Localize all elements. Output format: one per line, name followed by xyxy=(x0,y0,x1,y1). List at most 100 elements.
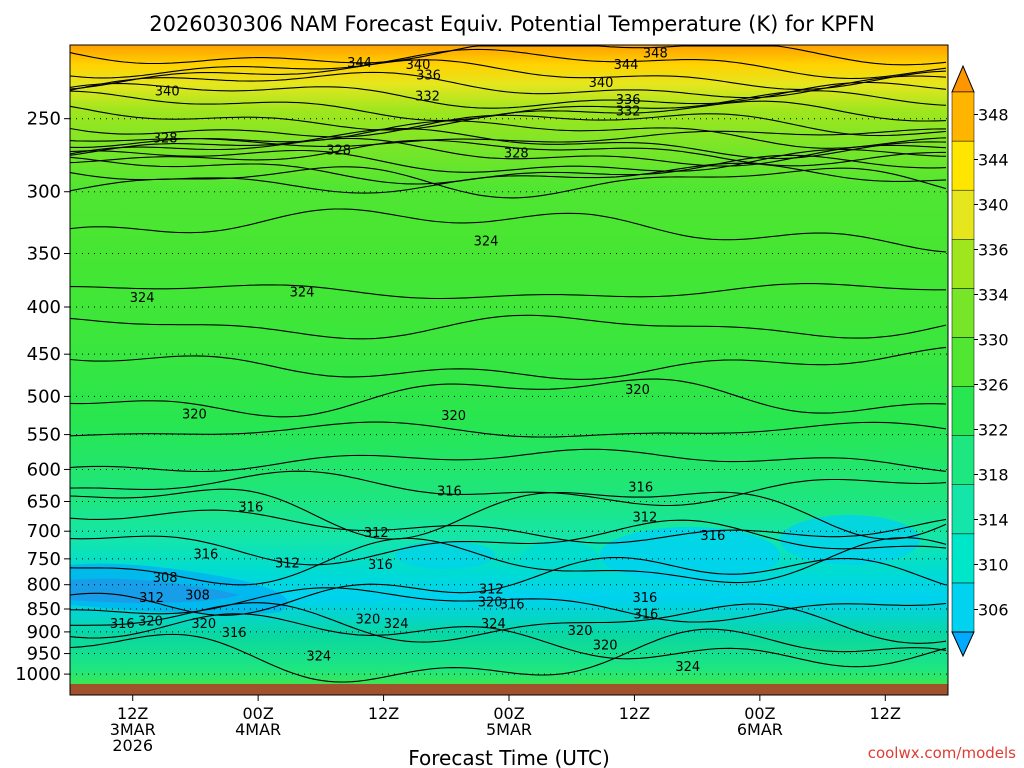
contour-label: 320 xyxy=(191,617,216,632)
contour-label: 328 xyxy=(326,144,351,159)
y-tick-label: 750 xyxy=(27,549,61,570)
colorbar-swatch xyxy=(951,533,975,584)
contour-label: 340 xyxy=(155,84,180,99)
contour-label: 320 xyxy=(593,639,618,654)
contour-label: 320 xyxy=(478,595,503,610)
y-tick-label: 600 xyxy=(27,459,61,480)
contour-line xyxy=(70,283,946,300)
contour-label: 324 xyxy=(130,291,155,306)
contour-label: 320 xyxy=(138,615,163,630)
contour-line xyxy=(69,166,947,199)
x-axis-label: Forecast Time (UTC) xyxy=(408,746,610,768)
contour-line xyxy=(69,208,947,253)
contour-line xyxy=(69,488,947,540)
colorbar-label: 318 xyxy=(978,466,1009,485)
y-tick-label: 400 xyxy=(27,297,61,318)
contour-line xyxy=(69,613,947,668)
contour-label: 344 xyxy=(347,56,372,71)
x-tick-label: 12Z xyxy=(619,704,650,723)
contour-line xyxy=(69,628,947,683)
colorbar: 306 310 314 318 322 326 330 334 336 340 344 348 xyxy=(951,64,1009,658)
colorbar-label: 330 xyxy=(978,331,1009,350)
colorbar-swatch xyxy=(951,91,975,142)
contour-line xyxy=(69,128,946,148)
colorbar-swatch xyxy=(951,140,975,191)
y-tick-label: 900 xyxy=(27,622,61,643)
contour-label: 324 xyxy=(306,650,331,665)
x-tick-label: 4MAR xyxy=(235,720,281,739)
colorbar-swatch xyxy=(951,288,975,338)
contour-line xyxy=(69,48,947,80)
contour-line xyxy=(69,120,947,149)
contour-label: 312 xyxy=(139,591,164,606)
y-tick-label: 800 xyxy=(27,575,61,596)
contour-label: 316 xyxy=(700,529,725,544)
contour-label: 312 xyxy=(632,511,657,526)
contour-line xyxy=(69,100,947,131)
contour-line xyxy=(69,421,947,438)
colorbar-bottom-arrow xyxy=(951,631,975,658)
contour-label: 308 xyxy=(153,571,178,586)
x-tick-label: 3MAR xyxy=(110,720,156,739)
x-tick-label: 00Z xyxy=(744,704,775,723)
x-tick-label: 6MAR xyxy=(737,720,783,739)
contour-label: 316 xyxy=(368,558,393,573)
contour-label: 316 xyxy=(628,480,653,495)
contour-label: 340 xyxy=(589,76,614,91)
contour-label: 340 xyxy=(406,58,431,73)
contour-label: 312 xyxy=(364,526,389,541)
y-tick-label: 300 xyxy=(27,182,61,203)
y-tick-label: 700 xyxy=(27,521,61,542)
x-tick-label: 12Z xyxy=(368,704,399,723)
contour-label: 332 xyxy=(415,90,440,105)
contour-line xyxy=(69,314,947,340)
contour-line xyxy=(69,139,946,167)
colorbar-swatch xyxy=(951,435,975,485)
colorbar-label: 348 xyxy=(978,106,1009,125)
colorbar-top-arrow xyxy=(951,64,975,93)
colorbar-swatch xyxy=(951,239,975,289)
contour-line xyxy=(69,162,947,194)
contour-label: 324 xyxy=(481,617,506,632)
colorbar-label: 336 xyxy=(978,241,1009,260)
contour-label: 344 xyxy=(614,58,639,73)
colorbar-label: 310 xyxy=(978,556,1009,575)
y-tick-label: 850 xyxy=(27,599,61,620)
contour-label: 316 xyxy=(632,591,657,606)
contour-line xyxy=(69,470,947,507)
contour-label: 316 xyxy=(500,597,525,612)
x-tick-label: 00Z xyxy=(493,704,524,723)
y-tick-label: 950 xyxy=(27,644,61,665)
contour-label: 312 xyxy=(479,583,504,598)
colorbar-label: 306 xyxy=(978,601,1009,620)
colorbar-swatch xyxy=(951,337,975,387)
cold-pocket-east xyxy=(600,527,780,583)
contour-label: 316 xyxy=(110,617,135,632)
contour-label: 324 xyxy=(290,286,315,301)
contour-line xyxy=(69,378,947,418)
colorbar-label: 326 xyxy=(978,376,1009,395)
colorbar-label: 340 xyxy=(978,196,1009,215)
y-tick-label: 550 xyxy=(27,425,61,446)
contour-line xyxy=(69,154,947,185)
cold-pocket-mid xyxy=(520,540,600,580)
y-tick-label: 450 xyxy=(27,344,61,365)
x-tick-label: 2026 xyxy=(112,736,153,755)
colorbar-swatch xyxy=(951,386,975,436)
contour-line xyxy=(70,602,947,644)
contour-line xyxy=(69,128,947,160)
contour-label: 332 xyxy=(616,105,641,120)
cold-pocket-center xyxy=(395,541,495,569)
contour-label: 316 xyxy=(193,547,218,562)
y-tick-label: 1000 xyxy=(15,664,61,685)
ground-strip xyxy=(70,684,948,695)
contour-line xyxy=(69,137,947,167)
y-axis: 2503003504004505005506006507007508008509… xyxy=(15,109,70,685)
y-tick-label: 500 xyxy=(27,386,61,407)
contour-label: 328 xyxy=(504,146,529,161)
contour-label: 320 xyxy=(355,612,380,627)
